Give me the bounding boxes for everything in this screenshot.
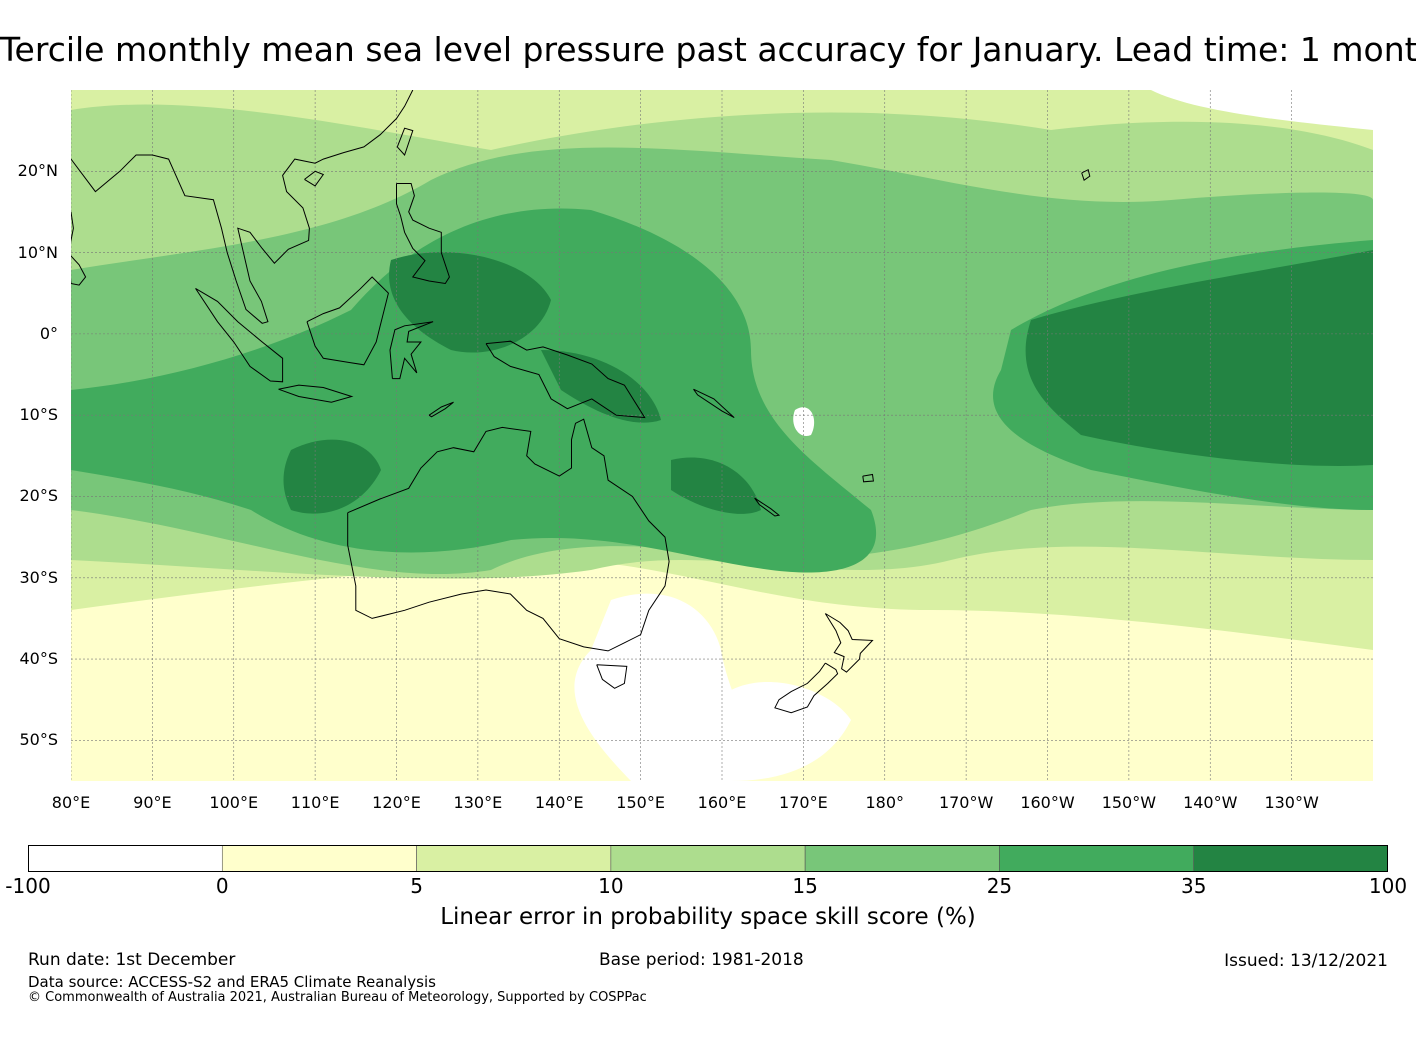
longitude-label: 90°E (133, 793, 172, 812)
sumatra-coast (195, 287, 284, 383)
colorbar-segment (804, 845, 1000, 872)
longitude-label: 120°E (372, 793, 421, 812)
issued-date: Issued: 13/12/2021 (1224, 951, 1388, 971)
skill-region (1151, 90, 1373, 130)
skill-region (574, 593, 749, 781)
graticule (71, 90, 1373, 781)
skill-region (541, 350, 661, 423)
latitude-label: 40°S (19, 649, 58, 669)
skill-region (793, 407, 815, 436)
colorbar-tick-label: 100 (1368, 874, 1408, 898)
colorbar-tick-label: 15 (792, 874, 818, 898)
base-period: Base period: 1981-2018 (599, 950, 804, 970)
longitude-label: 160°W (1020, 793, 1075, 812)
skill-region (671, 457, 761, 514)
colorbar-tick-label: 25 (986, 874, 1013, 898)
tasmania-coast (596, 664, 628, 689)
longitude-label: 80°E (51, 793, 91, 812)
skill-region (731, 681, 851, 781)
colorbar-segment (610, 845, 806, 872)
longitude-label: 100°E (209, 793, 259, 812)
latitude-label: 30°S (19, 567, 58, 587)
longitude-label: 160°E (697, 793, 747, 812)
longitude-label: 130°E (453, 793, 503, 812)
latitude-label: 10°S (19, 405, 58, 425)
skill-region (389, 252, 551, 353)
latitude-label: 0° (39, 323, 58, 343)
timor-coast (428, 401, 454, 418)
solomons-coast (693, 388, 735, 419)
taiwan-coast (396, 127, 414, 156)
philippines-coast (396, 183, 450, 285)
new-guinea-coast (485, 340, 646, 419)
colorbar-segment (416, 845, 612, 872)
colorbar (28, 845, 1388, 872)
nz-south-coast (774, 662, 839, 714)
colorbar-segment (28, 845, 223, 872)
colorbar-segment (1193, 845, 1388, 872)
colorbar-segment (999, 845, 1195, 872)
colorbar-tick-label: 5 (410, 874, 423, 898)
longitude-label: 140°E (534, 793, 584, 812)
fiji-coast (862, 473, 874, 483)
java-coast (278, 384, 354, 403)
colorbar-tick-label: -100 (5, 874, 51, 898)
colorbar-tick-label: 0 (215, 874, 229, 898)
data-source: Data source: ACCESS-S2 and ERA5 Climate … (28, 973, 436, 991)
colorbar-segment (221, 845, 417, 872)
run-date: Run date: 1st December (28, 950, 236, 970)
latitude-label: 50°S (19, 730, 58, 750)
longitude-label: 170°W (938, 793, 994, 812)
longitude-label: 130°W (1264, 793, 1319, 812)
borneo-coast (306, 276, 389, 366)
copyright: © Commonwealth of Australia 2021, Austra… (28, 990, 647, 1005)
colorbar-frame (28, 845, 1388, 872)
mainland-asia-coast (71, 90, 414, 324)
new-caledonia-coast (754, 497, 781, 517)
australia-coast (347, 418, 670, 652)
sulawesi-coast (389, 321, 434, 380)
colorbar-label: Linear error in probability space skill … (440, 904, 976, 930)
longitude-label: 150°W (1101, 793, 1157, 812)
skill-region (1025, 250, 1373, 466)
chart-title: Tercile monthly mean sea level pressure … (0, 30, 1416, 69)
skill-score-map (71, 90, 1373, 781)
longitude-label: 180° (865, 793, 905, 812)
colorbar-tick-label: 10 (598, 874, 624, 898)
longitude-label: 110°E (290, 793, 340, 812)
nz-north-coast (824, 613, 874, 673)
latitude-label: 10°N (17, 242, 58, 262)
longitude-label: 150°E (616, 793, 665, 812)
coastlines (71, 90, 1091, 714)
hawaii-coast (1081, 168, 1091, 181)
longitude-label: 140°W (1183, 793, 1238, 812)
hainan-coast (304, 170, 325, 187)
longitude-label: 170°E (779, 793, 828, 812)
latitude-label: 20°N (17, 161, 58, 181)
skill-region (283, 439, 381, 514)
colorbar-tick-label: 35 (1180, 874, 1207, 898)
sri-lanka-coast (71, 255, 87, 286)
latitude-label: 20°S (19, 486, 58, 506)
